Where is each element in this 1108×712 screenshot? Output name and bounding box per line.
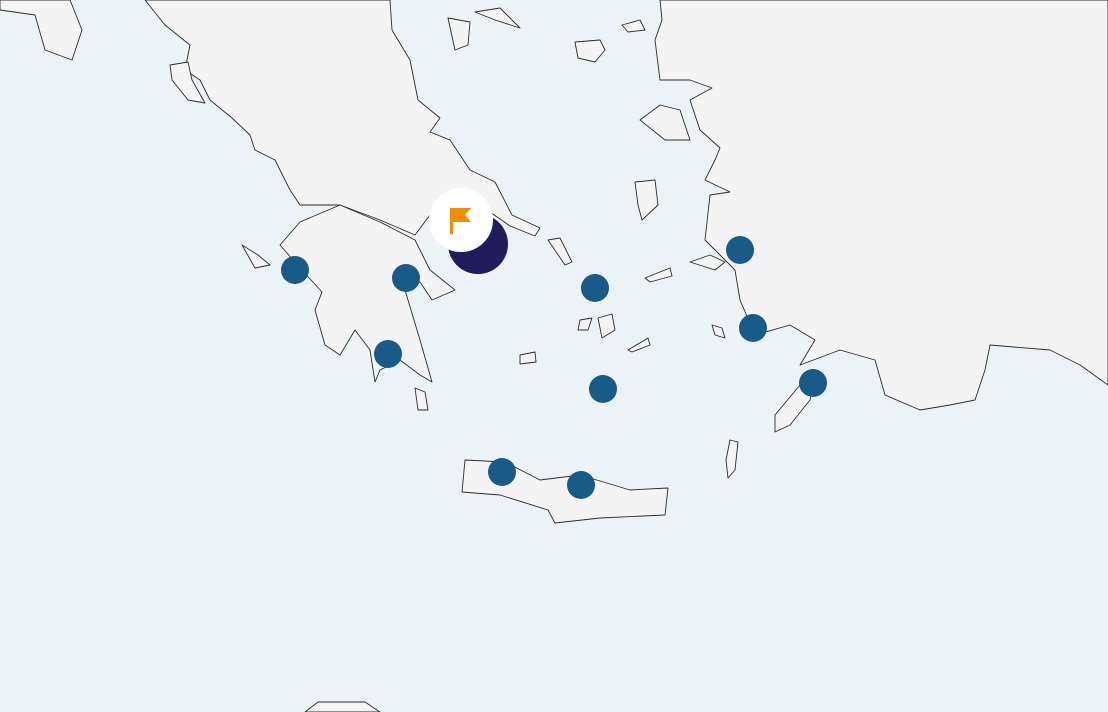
markers xyxy=(281,236,827,499)
island xyxy=(574,39,606,63)
location-marker[interactable] xyxy=(392,264,420,292)
island xyxy=(644,267,673,283)
location-marker[interactable] xyxy=(739,314,767,342)
kefalonia xyxy=(241,244,271,269)
island xyxy=(447,17,471,51)
lesbos xyxy=(639,104,691,141)
flag xyxy=(453,208,471,222)
island xyxy=(725,439,739,479)
peloponnese xyxy=(279,204,456,383)
corfu xyxy=(169,61,206,104)
island xyxy=(577,317,593,331)
chios xyxy=(634,179,659,221)
island xyxy=(597,313,616,339)
location-marker[interactable] xyxy=(281,256,309,284)
location-marker[interactable] xyxy=(488,458,516,486)
location-marker[interactable] xyxy=(726,236,754,264)
italy xyxy=(0,0,83,61)
island xyxy=(414,387,429,411)
island xyxy=(519,351,537,365)
flag-pole xyxy=(450,208,453,234)
location-marker[interactable] xyxy=(581,274,609,302)
location-marker[interactable] xyxy=(567,471,595,499)
samos xyxy=(689,254,726,271)
island xyxy=(621,19,646,33)
island xyxy=(304,701,381,712)
location-marker[interactable] xyxy=(374,340,402,368)
island xyxy=(711,324,726,339)
location-marker[interactable] xyxy=(589,375,617,403)
island xyxy=(474,7,521,29)
island xyxy=(547,237,573,266)
location-marker[interactable] xyxy=(799,369,827,397)
island xyxy=(627,337,651,353)
selected-marker[interactable] xyxy=(429,188,508,274)
